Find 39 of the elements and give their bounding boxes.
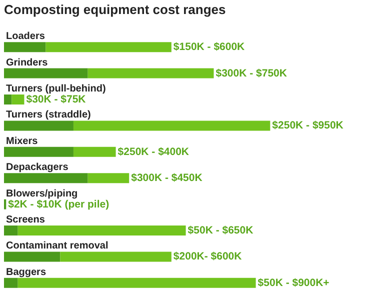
bar [4, 146, 74, 157]
bar [4, 42, 46, 52]
bar [4, 94, 12, 104]
y-tick-label: Depackagers [6, 162, 69, 174]
bar [88, 173, 130, 184]
text: $30K - $75K [26, 94, 86, 106]
bar [18, 278, 256, 288]
text: $300K - $750K [216, 67, 287, 80]
bar [60, 252, 172, 262]
text: $250K - $400K [118, 146, 190, 158]
y-tick-label: Loaders [6, 31, 46, 42]
bar [18, 226, 186, 236]
text: $50K - $900K+ [258, 276, 330, 289]
chart-title: Composting equipment cost ranges [4, 2, 226, 18]
bar [4, 252, 60, 262]
text: $50K - $650K [188, 224, 254, 236]
y-tick-label: Contaminant removal [6, 240, 108, 252]
y-tick-label: Grinders [6, 57, 48, 68]
y-tick-label: Screens [6, 214, 46, 226]
bar [4, 226, 18, 236]
bar [12, 94, 24, 104]
text: $200K- $600K [173, 250, 242, 263]
y-tick-label: Blowers/piping [6, 188, 78, 200]
text: $150K - $600K [173, 41, 245, 54]
bar [73, 146, 116, 157]
y-tick-label: Baggers [6, 266, 46, 278]
y-tick-label: Turners (pull-behind) [6, 84, 106, 94]
text: $250K - $950K [272, 120, 344, 132]
bar [88, 68, 214, 78]
y-tick-label: Turners (straddle) [6, 110, 91, 121]
bar [46, 42, 172, 52]
text: $2K - $10K (per pile) [8, 198, 110, 210]
text: $300K - $450K [131, 172, 202, 184]
bar [4, 68, 88, 78]
y-tick-label: Mixers [6, 136, 38, 147]
bar [73, 120, 270, 131]
bar [4, 278, 18, 288]
bar [4, 120, 74, 131]
bar [4, 173, 88, 184]
